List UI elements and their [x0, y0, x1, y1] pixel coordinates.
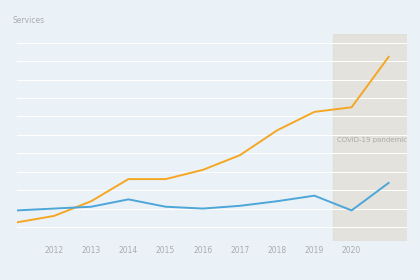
Text: COVID-19 pandemic: COVID-19 pandemic — [337, 137, 407, 143]
Text: Services: Services — [13, 16, 45, 25]
Bar — [333, 34, 420, 241]
